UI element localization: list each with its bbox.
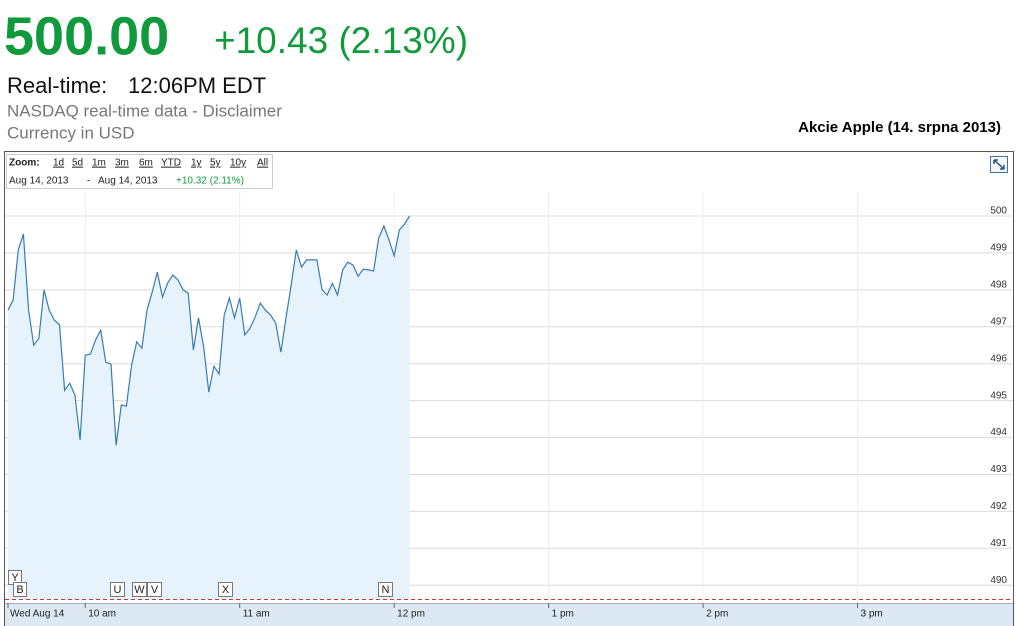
event-flag[interactable]: W [132,582,147,597]
flag-label: V [151,584,159,596]
y-tick-label: 494 [990,427,1007,438]
y-tick-label: 491 [990,538,1007,549]
y-tick-label: 492 [990,501,1007,512]
event-flag[interactable]: B [13,582,27,597]
zoom-option[interactable]: 5d [72,158,83,169]
flag-label: W [134,584,145,596]
chart-title: Akcie Apple (14. srpna 2013) [798,119,1001,136]
zoom-option[interactable]: YTD [161,158,181,169]
zoom-option[interactable]: 6m [139,158,153,169]
quote-time: 12:06PM EDT [128,73,266,98]
flag-label: X [222,584,230,596]
x-axis-band [5,603,1013,626]
y-tick-label: 496 [990,353,1007,364]
y-tick-label: 497 [990,316,1007,327]
zoom-option[interactable]: 3m [115,158,129,169]
zoom-options: 1d 5d 1m 3m 6m YTD 1y 5y 10y All [53,158,268,169]
event-flag[interactable]: U [110,582,125,597]
zoom-option[interactable]: 5y [210,158,221,169]
price-change: +10.43 (2.13%) [214,20,468,61]
zoom-option[interactable]: 10y [230,158,246,169]
y-tick-label: 499 [990,243,1007,254]
y-tick-label: 490 [990,575,1007,586]
expand-button[interactable] [990,156,1008,173]
x-tick-label: 11 am [243,609,270,620]
range-end: Aug 14, 2013 [98,176,158,187]
zoom-option[interactable]: 1y [191,158,202,169]
price-line [7,215,411,446]
zoom-option[interactable]: 1m [92,158,106,169]
flag-label: N [382,584,390,596]
area-fill [8,216,410,600]
x-tick-label: 3 pm [861,609,883,620]
event-flags: Y B U W V X N [8,570,393,597]
event-flag[interactable]: V [147,582,162,597]
y-tick-label: 498 [990,279,1007,290]
price: 500.00 [4,6,169,66]
range-start: Aug 14, 2013 [9,176,69,187]
range-change: +10.32 (2.11%) [176,176,244,187]
event-flag[interactable]: N [378,582,393,597]
y-tick-label: 500 [990,206,1007,217]
flag-label: U [114,584,122,596]
data-source: NASDAQ real-time data - Disclaimer [7,101,282,120]
zoom-panel [6,154,273,189]
currency: Currency in USD [7,123,135,142]
x-tick-label: 12 pm [397,609,425,620]
flag-label: B [16,584,23,596]
zoom-label: Zoom: [9,158,40,169]
x-tick-label: 10 am [88,609,116,620]
x-tick-label: Wed Aug 14 [10,609,65,620]
zoom-option[interactable]: 1d [53,158,64,169]
range-separator: - [87,176,90,187]
realtime-label: Real-time: [7,73,107,98]
plot-area: 490 491 492 493 494 495 496 497 498 499 500 Wed Aug… [5,192,1013,620]
zoom-option[interactable]: All [257,158,268,169]
x-tick-label: 2 pm [706,609,728,620]
y-tick-label: 493 [990,464,1007,475]
y-tick-label: 495 [990,390,1007,401]
event-flag[interactable]: X [218,582,233,597]
x-tick-label: 1 pm [552,609,574,620]
flag-label: Y [11,572,19,584]
